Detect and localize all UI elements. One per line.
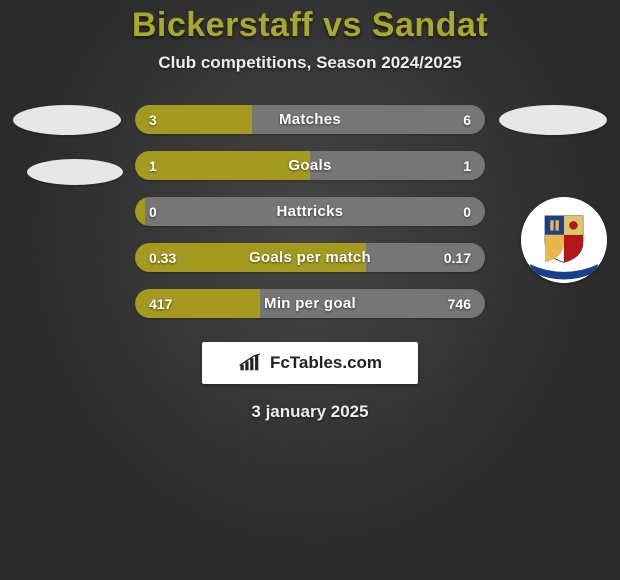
comparison-infographic: Bickerstaff vs Sandat Club competitions,… <box>0 0 620 422</box>
stat-row: 0.33Goals per match0.17 <box>135 243 485 272</box>
date-label: 3 january 2025 <box>251 402 368 422</box>
player-avatar-placeholder <box>499 105 607 135</box>
right-value: 0 <box>463 197 471 226</box>
stat-label: Goals per match <box>135 243 485 272</box>
stat-label: Goals <box>135 151 485 180</box>
comparison-bars: 3Matches6 1Goals1 0Hattricks0 0.33Goals per… <box>135 105 485 318</box>
stat-label: Hattricks <box>135 197 485 226</box>
subtitle: Club competitions, Season 2024/2025 <box>158 53 461 73</box>
club-badge-placeholder <box>27 159 123 185</box>
chart-area: 3Matches6 1Goals1 0Hattricks0 0.33Goals per… <box>0 105 620 318</box>
club-crest <box>521 197 607 283</box>
brand-label: FcTables.com <box>270 353 382 373</box>
bar-chart-icon <box>238 352 264 374</box>
crest-icon <box>521 197 607 283</box>
left-player-column <box>7 105 127 209</box>
stat-row: 417Min per goal746 <box>135 289 485 318</box>
right-value: 6 <box>463 105 471 134</box>
player-avatar-placeholder <box>13 105 121 135</box>
stat-label: Matches <box>135 105 485 134</box>
right-value: 0.17 <box>444 243 471 272</box>
brand-watermark: FcTables.com <box>202 342 418 384</box>
right-player-column <box>493 105 613 283</box>
stat-row: 3Matches6 <box>135 105 485 134</box>
right-value: 746 <box>448 289 471 318</box>
stat-row: 0Hattricks0 <box>135 197 485 226</box>
stat-row: 1Goals1 <box>135 151 485 180</box>
page-title: Bickerstaff vs Sandat <box>132 6 488 45</box>
stat-label: Min per goal <box>135 289 485 318</box>
right-value: 1 <box>463 151 471 180</box>
